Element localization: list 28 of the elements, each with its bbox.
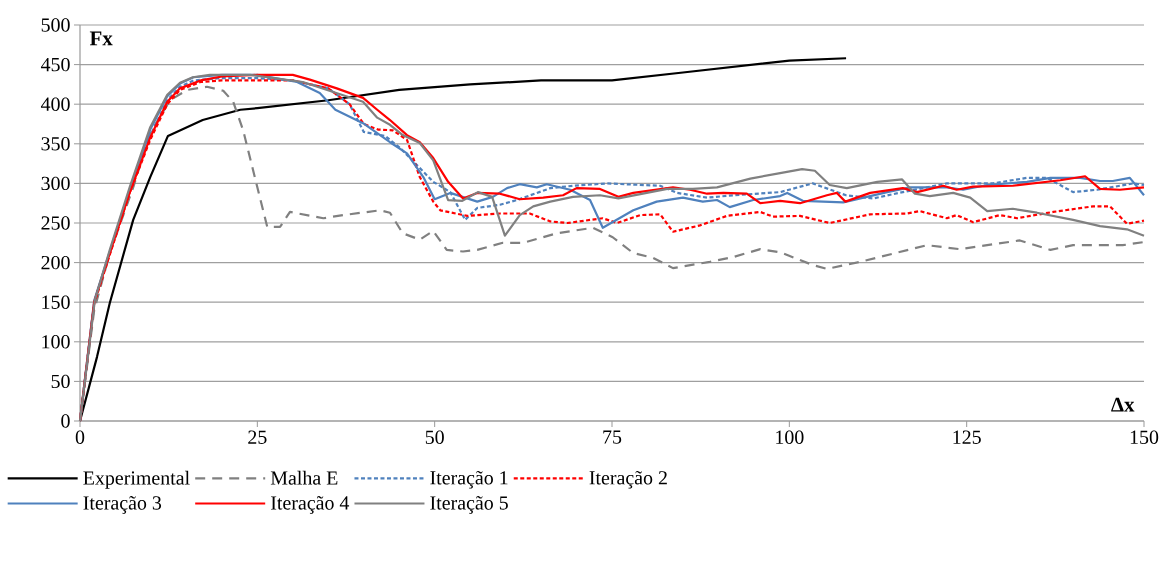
x-tick-label: 150 [1130, 430, 1159, 444]
line-series [78, 57, 848, 423]
x-tick-label: 125 [953, 430, 981, 444]
y-tick-label: 100 [42, 335, 70, 349]
y-tick-label: 300 [41, 176, 70, 191]
y-tick-label: 50 [51, 374, 70, 389]
legend-label: Malha E [270, 470, 338, 485]
legend-label: Iteração 4 [271, 496, 350, 514]
y-axis-title: Fx [89, 31, 113, 46]
legend-label: Iteração 2 [589, 470, 667, 489]
y-tick-label: 200 [41, 255, 70, 270]
y-tick-label: 350 [41, 137, 70, 151]
y-tick-label: 0 [61, 414, 70, 428]
y-tick-label: 500 [41, 18, 70, 32]
legend-label: Iteração 5 [430, 496, 508, 514]
legend-label: Iteração 3 [83, 496, 162, 514]
y-tick-label: 450 [40, 57, 70, 72]
y-tick-label: 250 [41, 216, 70, 230]
y-tick-label: 400 [40, 97, 70, 111]
x-tick-label: 50 [425, 430, 444, 444]
legend-label: Experimental [83, 470, 190, 489]
x-tick-label: 25 [248, 430, 267, 444]
legend-label: Iteração 1 [430, 470, 508, 489]
y-tick-label: 150 [42, 295, 70, 309]
x-tick-label: 100 [776, 430, 804, 444]
x-tick-label: 75 [603, 430, 622, 444]
x-tick-label: 0 [75, 430, 85, 444]
x-axis-title: Δx [1111, 397, 1135, 412]
